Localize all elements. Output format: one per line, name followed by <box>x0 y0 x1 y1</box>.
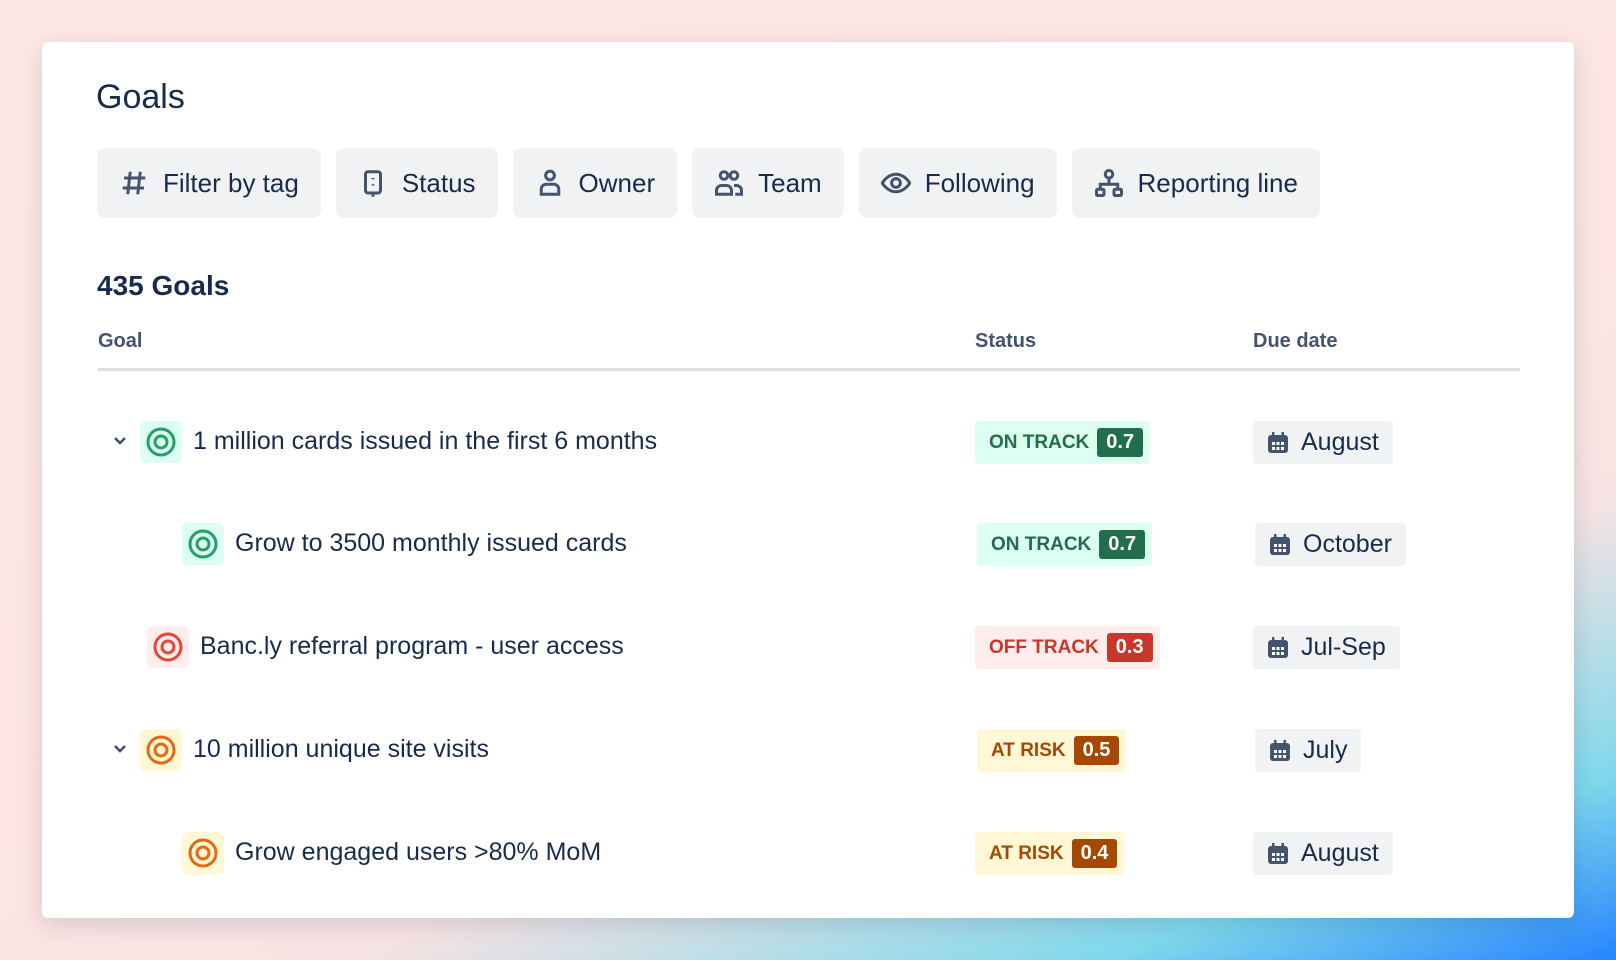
table-row[interactable]: 1 million cards issued in the first 6 mo… <box>42 412 1574 472</box>
hash-icon <box>122 171 146 195</box>
table-row[interactable]: Grow to 3500 monthly issued cards ON TRAC… <box>42 514 1574 574</box>
status-label: OFF TRACK <box>989 636 1099 658</box>
goal-target-icon <box>140 729 182 771</box>
calendar-icon <box>1270 739 1290 761</box>
status-score: 0.5 <box>1073 736 1120 765</box>
calendar-icon <box>1268 431 1288 453</box>
status-filter-button[interactable]: Status <box>335 148 498 218</box>
table-row[interactable]: Banc.ly referral program - user access OF… <box>42 617 1574 677</box>
goal-target-icon <box>182 523 224 565</box>
goal-name[interactable]: Grow engaged users >80% MoM <box>235 838 602 866</box>
goal-target-icon <box>182 832 224 874</box>
chevron-down-icon[interactable] <box>110 738 130 758</box>
goal-name[interactable]: 10 million unique site visits <box>193 735 489 763</box>
column-header-due-date[interactable]: Due date <box>1253 330 1338 352</box>
status-badge: AT RISK 0.5 <box>977 729 1127 772</box>
table-row[interactable]: 10 million unique site visits AT RISK 0.5 J… <box>42 720 1574 780</box>
status-badge: OFF TRACK 0.3 <box>975 626 1160 669</box>
due-date-label: August <box>1301 839 1379 867</box>
filter-label: Team <box>758 167 822 198</box>
following-filter-button[interactable]: Following <box>858 148 1057 218</box>
filter-label: Owner <box>578 167 656 198</box>
status-badge: ON TRACK 0.7 <box>975 421 1151 464</box>
status-score: 0.4 <box>1071 839 1118 868</box>
due-date-label: July <box>1303 736 1348 764</box>
status-label: AT RISK <box>989 842 1064 864</box>
team-filter-button[interactable]: Team <box>692 148 844 218</box>
filter-label: Reporting line <box>1137 167 1298 198</box>
filter-label: Following <box>924 167 1035 198</box>
calendar-icon <box>1268 636 1288 658</box>
calendar-icon <box>1270 533 1290 555</box>
goals-count: 435 Goals <box>97 270 230 301</box>
filter-by-tag-button[interactable]: Filter by tag <box>97 148 321 218</box>
goal-name[interactable]: Grow to 3500 monthly issued cards <box>235 529 627 557</box>
column-header-goal[interactable]: Goal <box>98 330 143 352</box>
status-score: 0.7 <box>1097 428 1144 457</box>
status-score: 0.3 <box>1106 633 1153 662</box>
people-icon <box>715 170 744 196</box>
goal-target-icon <box>147 626 189 668</box>
due-date-button[interactable]: Jul-Sep <box>1253 626 1400 669</box>
status-badge: ON TRACK 0.7 <box>977 523 1153 566</box>
owner-filter-button[interactable]: Owner <box>512 148 678 218</box>
status-label: ON TRACK <box>991 533 1092 555</box>
due-date-button[interactable]: August <box>1253 421 1393 464</box>
status-label: AT RISK <box>991 739 1066 761</box>
due-date-button[interactable]: August <box>1253 832 1393 875</box>
due-date-label: October <box>1303 530 1392 558</box>
status-score: 0.7 <box>1099 530 1146 559</box>
filter-label: Filter by tag <box>163 167 299 198</box>
column-header-status[interactable]: Status <box>975 330 1037 352</box>
reporting-line-filter-button[interactable]: Reporting line <box>1071 148 1320 218</box>
header-divider <box>98 368 1520 371</box>
goal-name[interactable]: Banc.ly referral program - user access <box>200 632 624 660</box>
filter-label: Status <box>401 167 476 198</box>
page-title: Goals <box>96 78 185 116</box>
filter-bar: Filter by tag Status Owner Team Followin… <box>97 148 1320 218</box>
goal-target-icon <box>140 421 182 463</box>
person-icon <box>539 169 560 196</box>
due-date-label: Jul-Sep <box>1301 633 1386 661</box>
eye-icon <box>880 172 911 194</box>
goal-name[interactable]: 1 million cards issued in the first 6 mo… <box>193 427 658 455</box>
due-date-button[interactable]: October <box>1255 523 1406 566</box>
status-label: ON TRACK <box>989 431 1090 453</box>
table-row[interactable]: Grow engaged users >80% MoM AT RISK 0.4 Aug… <box>42 823 1574 883</box>
due-date-label: August <box>1301 428 1379 456</box>
chevron-down-icon[interactable] <box>110 430 130 450</box>
goals-card: Goals Filter by tag Status Owner Team Fo… <box>42 42 1574 918</box>
status-badge: AT RISK 0.4 <box>975 832 1125 875</box>
hierarchy-icon <box>1094 169 1123 197</box>
status-icon <box>363 170 382 197</box>
calendar-icon <box>1268 842 1288 864</box>
due-date-button[interactable]: July <box>1255 729 1362 772</box>
